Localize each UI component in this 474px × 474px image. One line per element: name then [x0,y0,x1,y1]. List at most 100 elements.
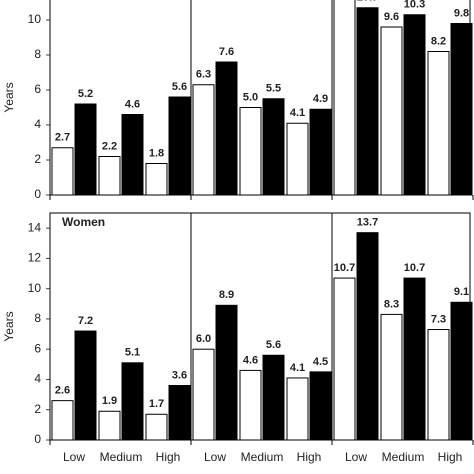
value-label: 7.3 [431,313,446,325]
value-label: 2.2 [102,140,117,152]
value-label: 4.1 [290,107,305,119]
bar [356,7,379,196]
y-tick-label: 12 [28,251,42,265]
bar [450,301,473,441]
bar [74,103,97,196]
value-label: 2.6 [55,385,70,397]
value-label: 1.7 [149,398,164,410]
bar [380,26,403,196]
value-label: 5.1 [125,347,140,359]
y-tick-label: 4 [34,372,41,386]
value-label: 1.9 [102,395,117,407]
value-label: 10.3 [404,0,425,11]
bar [262,98,285,196]
bar [98,410,121,441]
x-tick-label: Medium [382,450,425,464]
bar [403,277,426,441]
y-tick-label: 10 [28,12,42,26]
bar [215,304,238,441]
x-tick-label: High [156,450,181,464]
y-tick-label: 4 [34,117,41,131]
value-label: 8.3 [384,298,399,310]
y-axis-label: Years [2,311,16,341]
value-label: 5.6 [266,339,281,351]
y-tick-label: 14 [28,220,42,234]
x-tick-label: Medium [100,450,143,464]
value-label: 9.6 [384,11,399,23]
y-tick-label: 0 [34,432,41,446]
value-label: 1.8 [149,147,164,159]
bar [309,108,332,196]
bar [121,114,144,196]
y-tick-label: 6 [34,82,41,96]
x-tick-label: Low [63,450,85,464]
x-tick-label: High [297,450,322,464]
bar [286,122,309,196]
y-tick-label: 6 [34,341,41,355]
value-label: 13.7 [357,217,378,229]
y-tick-label: 8 [34,47,41,61]
x-tick-label: Low [204,450,226,464]
value-label: 8.9 [219,289,234,301]
bar [333,0,356,196]
bar [74,330,97,441]
bar [168,96,191,196]
value-label: 9.1 [454,286,469,298]
value-label: 5.5 [266,83,281,95]
y-tick-label: 2 [34,152,41,166]
bar [192,84,215,196]
value-label: 7.2 [78,315,93,327]
value-label: 4.6 [125,98,140,110]
value-label: 5.2 [78,88,93,100]
bar [145,163,168,196]
bar [239,369,262,441]
y-tick-label: 2 [34,402,41,416]
x-tick-label: High [438,450,463,464]
panel-title: Women [62,215,105,229]
value-label: 4.9 [313,93,328,105]
bar [168,385,191,441]
bar [403,14,426,196]
value-label: 10.7 [404,262,425,274]
y-axis-label: Years [2,82,16,112]
bar [262,354,285,441]
value-label: 9.8 [454,7,469,19]
value-label: 4.1 [290,362,305,374]
bar [450,23,473,196]
bar [121,362,144,441]
plot-frame [49,0,471,196]
plot-frame [49,212,471,441]
value-label: 6.3 [196,69,211,81]
x-tick-label: Medium [241,450,284,464]
y-tick-label: 0 [34,187,41,201]
value-label: 7.6 [219,46,234,58]
bar [309,371,332,441]
bar [427,51,450,196]
value-label: 4.6 [243,354,258,366]
bar [380,313,403,441]
bar [192,348,215,441]
value-label: 8.2 [431,35,446,47]
bar [356,232,379,441]
y-tick-label: 8 [34,311,41,325]
x-tick-label: Low [345,450,367,464]
bar [51,147,74,196]
bar [427,329,450,441]
value-label: 5.0 [243,91,258,103]
value-label: 3.6 [172,369,187,381]
value-label: 5.6 [172,81,187,93]
value-label: 4.5 [313,356,328,368]
bar [98,156,121,196]
y-tick-label: 10 [28,281,42,295]
bar [145,413,168,441]
bar [333,277,356,441]
value-label: 10.7 [357,0,378,4]
bar [215,61,238,196]
bar [286,377,309,441]
bar [239,107,262,196]
value-label: 10.7 [334,262,355,274]
bar [51,400,74,441]
value-label: 6.0 [196,333,211,345]
value-label: 2.7 [55,132,70,144]
